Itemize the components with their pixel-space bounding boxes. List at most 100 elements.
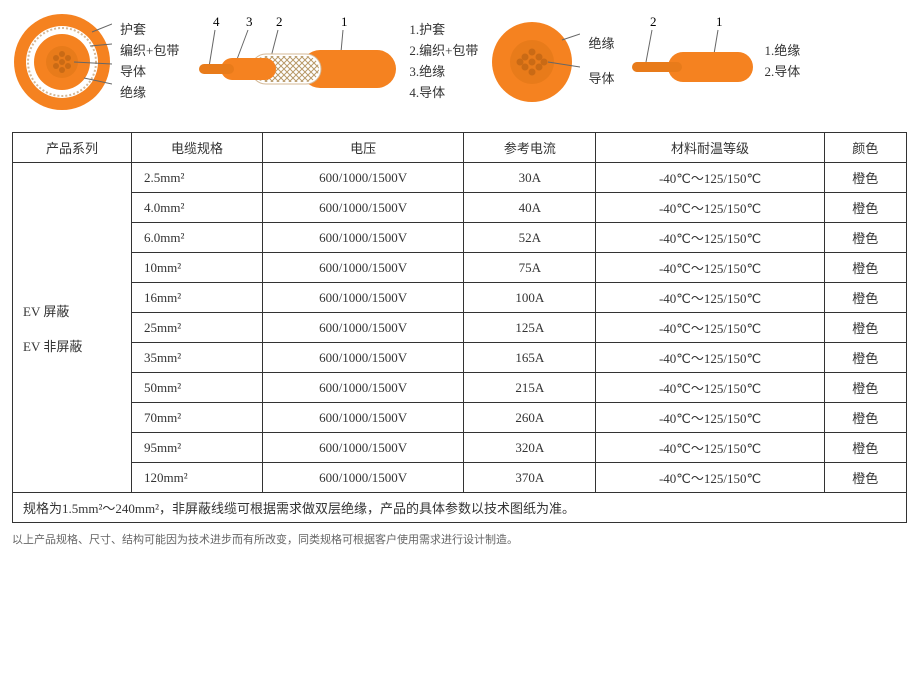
table-body: EV 屏蔽EV 非屏蔽2.5mm²600/1000/1500V30A-40℃～1…: [13, 163, 907, 493]
spec-table: 产品系列 电缆规格 电压 参考电流 材料耐温等级 颜色 EV 屏蔽EV 非屏蔽2…: [12, 132, 907, 523]
diagram1-side: 4 3 2 1 1.护套 2.编织+包带 3.绝缘 4.导体: [191, 12, 478, 112]
callout-4: 4: [213, 14, 220, 29]
table-row: 25mm²600/1000/1500V125A-40℃～125/150℃橙色: [13, 313, 907, 343]
table-row: 120mm²600/1000/1500V370A-40℃～125/150℃橙色: [13, 463, 907, 493]
cell-current: 100A: [464, 283, 596, 313]
cell-voltage: 600/1000/1500V: [263, 193, 464, 223]
th-color: 颜色: [824, 133, 906, 163]
cell-color: 橙色: [824, 253, 906, 283]
cell-color: 橙色: [824, 403, 906, 433]
cell-temp: -40℃～125/150℃: [596, 253, 824, 283]
cell-spec: 6.0mm²: [132, 223, 263, 253]
table-row: EV 屏蔽EV 非屏蔽2.5mm²600/1000/1500V30A-40℃～1…: [13, 163, 907, 193]
cell-temp: -40℃～125/150℃: [596, 313, 824, 343]
callout-3: 3: [246, 14, 253, 29]
callout-1: 1: [341, 14, 348, 29]
cross-section-unshielded: [490, 12, 580, 112]
label-conductor: 导体: [120, 62, 179, 83]
cell-color: 橙色: [824, 373, 906, 403]
th-current: 参考电流: [464, 133, 596, 163]
legend-4: 4.导体: [409, 83, 478, 104]
table-row: 95mm²600/1000/1500V320A-40℃～125/150℃橙色: [13, 433, 907, 463]
cell-temp: -40℃～125/150℃: [596, 373, 824, 403]
diagram1-cross: 护套 编织+包带 导体 绝缘: [12, 12, 179, 112]
cell-spec: 25mm²: [132, 313, 263, 343]
cell-color: 橙色: [824, 463, 906, 493]
cell-temp: -40℃～125/150℃: [596, 223, 824, 253]
cell-color: 橙色: [824, 193, 906, 223]
legend2-2: 2.导体: [764, 62, 800, 83]
label-insulation: 绝缘: [120, 83, 179, 104]
cell-temp: -40℃～125/150℃: [596, 403, 824, 433]
table-row: 35mm²600/1000/1500V165A-40℃～125/150℃橙色: [13, 343, 907, 373]
diagram2-cross-labels: 绝缘 导体: [588, 34, 614, 90]
cell-current: 165A: [464, 343, 596, 373]
diagram1-cross-labels: 护套 编织+包带 导体 绝缘: [120, 20, 179, 103]
table-footnote-row: 规格为1.5mm²～240mm²，非屏蔽线缆可根据需求做双层绝缘，产品的具体参数…: [13, 493, 907, 523]
cell-current: 260A: [464, 403, 596, 433]
table-row: 10mm²600/1000/1500V75A-40℃～125/150℃橙色: [13, 253, 907, 283]
cell-voltage: 600/1000/1500V: [263, 343, 464, 373]
cell-color: 橙色: [824, 433, 906, 463]
cell-color: 橙色: [824, 283, 906, 313]
cell-voltage: 600/1000/1500V: [263, 283, 464, 313]
th-series: 产品系列: [13, 133, 132, 163]
cell-spec: 35mm²: [132, 343, 263, 373]
cell-voltage: 600/1000/1500V: [263, 223, 464, 253]
cell-spec: 4.0mm²: [132, 193, 263, 223]
diagram2-side: 2 1 1.绝缘 2.导体: [626, 12, 800, 112]
cross-section-shielded: [12, 12, 112, 112]
cell-temp: -40℃～125/150℃: [596, 433, 824, 463]
cell-voltage: 600/1000/1500V: [263, 463, 464, 493]
bottom-note: 以上产品规格、尺寸、结构可能因为技术进步而有所改变，同类规格可根据客户使用需求进…: [12, 531, 905, 547]
cell-spec: 95mm²: [132, 433, 263, 463]
legend2-1: 1.绝缘: [764, 41, 800, 62]
cell-temp: -40℃～125/150℃: [596, 283, 824, 313]
cell-color: 橙色: [824, 163, 906, 193]
label-conductor2: 导体: [588, 69, 614, 90]
callout2-2: 2: [650, 14, 657, 29]
side-cutaway-unshielded: 2 1: [626, 12, 756, 112]
cell-temp: -40℃～125/150℃: [596, 463, 824, 493]
cell-voltage: 600/1000/1500V: [263, 403, 464, 433]
table-row: 4.0mm²600/1000/1500V40A-40℃～125/150℃橙色: [13, 193, 907, 223]
diagram1-legend: 1.护套 2.编织+包带 3.绝缘 4.导体: [409, 20, 478, 103]
side-cutaway-shielded: 4 3 2 1: [191, 12, 401, 112]
cell-temp: -40℃～125/150℃: [596, 163, 824, 193]
label-insulation2: 绝缘: [588, 34, 614, 55]
diagram2-legend: 1.绝缘 2.导体: [764, 41, 800, 83]
cell-current: 40A: [464, 193, 596, 223]
table-row: 50mm²600/1000/1500V215A-40℃～125/150℃橙色: [13, 373, 907, 403]
cell-current: 215A: [464, 373, 596, 403]
th-temp: 材料耐温等级: [596, 133, 824, 163]
cell-voltage: 600/1000/1500V: [263, 163, 464, 193]
cell-color: 橙色: [824, 313, 906, 343]
cell-voltage: 600/1000/1500V: [263, 313, 464, 343]
cell-voltage: 600/1000/1500V: [263, 373, 464, 403]
cell-current: 125A: [464, 313, 596, 343]
diagrams-row: 护套 编织+包带 导体 绝缘 4 3 2 1: [12, 12, 905, 112]
th-voltage: 电压: [263, 133, 464, 163]
cell-voltage: 600/1000/1500V: [263, 433, 464, 463]
cell-voltage: 600/1000/1500V: [263, 253, 464, 283]
cell-temp: -40℃～125/150℃: [596, 193, 824, 223]
cell-series: EV 屏蔽EV 非屏蔽: [13, 163, 132, 493]
label-sheath: 护套: [120, 20, 179, 41]
table-row: 70mm²600/1000/1500V260A-40℃～125/150℃橙色: [13, 403, 907, 433]
cell-spec: 50mm²: [132, 373, 263, 403]
cell-temp: -40℃～125/150℃: [596, 343, 824, 373]
cell-spec: 16mm²: [132, 283, 263, 313]
diagram2-cross: 绝缘 导体: [490, 12, 614, 112]
cell-current: 320A: [464, 433, 596, 463]
cell-current: 30A: [464, 163, 596, 193]
table-row: 16mm²600/1000/1500V100A-40℃～125/150℃橙色: [13, 283, 907, 313]
cell-color: 橙色: [824, 343, 906, 373]
cell-color: 橙色: [824, 223, 906, 253]
cell-spec: 120mm²: [132, 463, 263, 493]
cell-spec: 2.5mm²: [132, 163, 263, 193]
legend-2: 2.编织+包带: [409, 41, 478, 62]
table-footnote: 规格为1.5mm²～240mm²，非屏蔽线缆可根据需求做双层绝缘，产品的具体参数…: [13, 493, 907, 523]
table-row: 6.0mm²600/1000/1500V52A-40℃～125/150℃橙色: [13, 223, 907, 253]
table-header-row: 产品系列 电缆规格 电压 参考电流 材料耐温等级 颜色: [13, 133, 907, 163]
cell-current: 370A: [464, 463, 596, 493]
